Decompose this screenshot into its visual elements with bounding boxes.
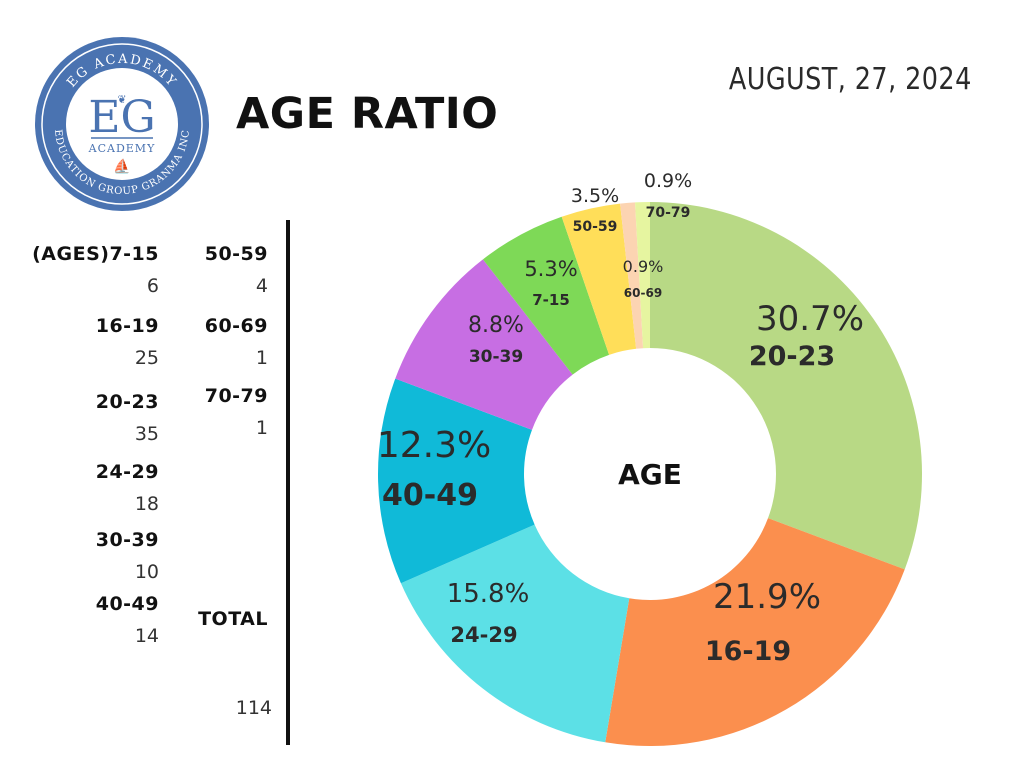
donut-slice-24-29 [400, 524, 630, 743]
slice-percent-label: 12.3% [377, 425, 491, 466]
donut-slice-16-19 [605, 518, 905, 746]
legend-label: 70-79 [204, 385, 268, 407]
slice-category-label: 20-23 [749, 341, 835, 372]
legend-count: 6 [146, 275, 159, 297]
legend-count: 1 [255, 417, 268, 439]
legend-label: (AGES)7-15 [32, 243, 159, 265]
slice-category-label: 60-69 [624, 286, 662, 300]
legend-label: 30-39 [95, 529, 159, 551]
legend-count: 4 [255, 275, 268, 297]
donut-slice-60-69 [620, 202, 644, 349]
legend-divider [286, 220, 290, 745]
legend-label: 20-23 [95, 391, 159, 413]
page-title: AGE RATIO [236, 89, 499, 139]
logo-initials: EG [88, 92, 155, 143]
slice-category-label: 7-15 [532, 291, 570, 309]
legend-item: (AGES)7-15 6 [32, 242, 159, 298]
ornament-icon: ❦ [117, 93, 126, 106]
donut-slice-20-23 [650, 202, 923, 570]
legend-item: 16-19 25 [96, 314, 159, 370]
slice-percent-label: 8.8% [468, 313, 524, 338]
legend-item: 20-23 35 [96, 390, 159, 446]
slice-category-label: 30-39 [469, 347, 523, 367]
slice-category-label: 16-19 [705, 636, 791, 667]
slice-percent-label: 0.9% [644, 170, 692, 192]
legend-count: 35 [134, 423, 159, 445]
legend-count: 10 [134, 561, 159, 583]
donut-slice-40-49 [378, 378, 535, 584]
donut-slice-50-59 [561, 203, 637, 355]
legend-item: 24-29 18 [96, 460, 159, 516]
legend-count: 18 [134, 493, 159, 515]
total-label: TOTAL [198, 608, 268, 630]
slice-percent-label: 21.9% [713, 577, 821, 617]
legend-label: 16-19 [95, 315, 159, 337]
legend-item: 70-79 1 [205, 384, 268, 440]
age-donut-chart: 30.7%20-23 21.9% 16-19 15.8% 24-29 12.3% 40-49… [377, 170, 923, 746]
report-date: AUGUST, 27, 2024 [729, 62, 972, 97]
academy-logo: EG ACADEMY EDUCATION GROUP GRANMA INC EG… [35, 37, 209, 211]
slice-percent-label: 0.9% [623, 257, 664, 276]
legend-count: 14 [134, 625, 159, 647]
donut-slice-70-79 [635, 202, 650, 349]
legend-count: 1 [255, 347, 268, 369]
donut-slice-7-15 [482, 216, 610, 375]
ship-icon: ⛵ [113, 158, 130, 175]
slice-category-label: 24-29 [450, 623, 517, 647]
total-value: 114 [235, 697, 272, 719]
legend-count: 25 [134, 347, 159, 369]
slice-percent-label: 3.5% [571, 185, 619, 207]
legend-label: 24-29 [95, 461, 159, 483]
legend-item: 50-59 4 [205, 242, 268, 298]
slice-category-label: 70-79 [646, 205, 691, 221]
slice-percent-label: 5.3% [524, 257, 577, 281]
legend-label: 50-59 [204, 243, 268, 265]
slice-category-label: 40-49 [382, 478, 478, 513]
slice-category-label: 50-59 [573, 219, 618, 235]
donut-center-label: AGE [618, 458, 682, 491]
donut-slice-30-39 [395, 259, 573, 430]
legend-label: 60-69 [204, 315, 268, 337]
logo-inner-disc [66, 68, 178, 180]
legend-item: 30-39 10 [96, 528, 159, 584]
legend-item: 60-69 1 [205, 314, 268, 370]
slice-percent-label: 15.8% [447, 579, 530, 609]
legend-label: 40-49 [95, 593, 159, 615]
slice-percent-label: 30.7% [756, 299, 864, 339]
logo-subtitle: ACADEMY [88, 142, 156, 155]
legend-item: 40-49 14 [96, 592, 159, 648]
